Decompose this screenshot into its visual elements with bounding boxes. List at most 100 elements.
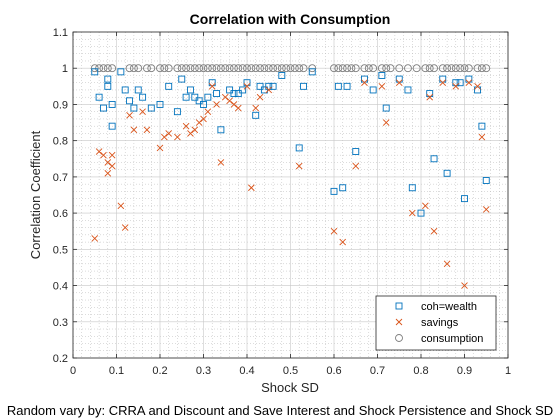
legend-label: consumption xyxy=(421,333,483,345)
legend-marker xyxy=(395,318,403,326)
data-point xyxy=(330,227,338,235)
data-point xyxy=(395,79,403,87)
data-point xyxy=(208,83,216,90)
data-point xyxy=(126,111,133,119)
data-point xyxy=(352,162,360,170)
data-point xyxy=(108,64,117,73)
data-point xyxy=(121,224,129,231)
data-point xyxy=(269,82,277,90)
data-point xyxy=(464,64,473,73)
legend-item: consumption xyxy=(395,333,483,345)
data-point xyxy=(404,86,412,94)
legend-label: coh=wealth xyxy=(421,301,477,313)
data-point xyxy=(290,64,299,73)
data-point xyxy=(461,195,468,203)
data-point xyxy=(460,64,469,73)
data-point xyxy=(108,151,116,159)
y-tick-label: 0.2 xyxy=(53,353,68,365)
data-point xyxy=(251,64,260,73)
y-tick-label: 0.5 xyxy=(53,244,68,256)
data-point xyxy=(174,133,181,141)
data-point xyxy=(190,64,199,73)
data-point xyxy=(478,122,486,130)
y-tick-label: 0.6 xyxy=(53,208,68,220)
data-point xyxy=(461,282,468,289)
series-consumption xyxy=(90,64,491,73)
data-point xyxy=(299,64,308,73)
data-point xyxy=(417,209,425,217)
data-point xyxy=(165,82,173,90)
data-point xyxy=(156,64,164,73)
data-point xyxy=(177,64,186,73)
data-point xyxy=(412,64,421,73)
data-point xyxy=(191,126,199,134)
data-point xyxy=(260,86,268,94)
data-point xyxy=(330,187,338,195)
data-point xyxy=(108,100,116,108)
data-point xyxy=(438,64,447,73)
minor-grid xyxy=(73,32,508,358)
data-point xyxy=(182,64,191,73)
data-point xyxy=(134,86,142,94)
data-point xyxy=(216,64,225,73)
data-point xyxy=(252,104,260,112)
data-point xyxy=(248,184,255,192)
data-point xyxy=(95,64,104,73)
data-point xyxy=(256,82,264,90)
data-point xyxy=(108,162,116,170)
data-point xyxy=(477,64,486,73)
data-point xyxy=(452,83,460,90)
data-point xyxy=(338,64,347,73)
data-point xyxy=(91,68,99,76)
data-point xyxy=(121,86,129,94)
axis-ticks: 0 0.1 0.2 0.3 0.4 0.5 0.6 0.7 0.8 0.9 1 0.2 0.3 0.4 0.… xyxy=(53,27,511,377)
data-point xyxy=(364,64,373,73)
data-point xyxy=(130,126,138,134)
data-point xyxy=(295,144,303,152)
x-axis-label: Shock SD xyxy=(261,380,319,395)
data-point xyxy=(134,64,143,73)
data-point xyxy=(173,108,181,116)
data-point xyxy=(473,64,482,73)
data-point xyxy=(456,64,465,73)
data-point xyxy=(330,64,338,73)
data-point xyxy=(430,155,438,163)
data-point xyxy=(377,64,386,73)
x-tick-label: 0.2 xyxy=(152,365,167,377)
data-point xyxy=(482,177,490,184)
x-tick-label: 0.6 xyxy=(326,365,341,377)
data-point xyxy=(456,79,464,87)
x-tick-label: 0 xyxy=(70,365,76,377)
data-point xyxy=(378,83,386,90)
data-point xyxy=(187,130,194,137)
data-point xyxy=(178,75,186,83)
data-point xyxy=(334,82,342,90)
x-tick-label: 1 xyxy=(505,365,511,377)
data-point xyxy=(104,159,112,166)
data-point xyxy=(243,83,251,90)
data-point xyxy=(160,64,169,73)
y-tick-label: 0.4 xyxy=(53,281,68,293)
data-point xyxy=(199,64,208,73)
data-point xyxy=(217,159,225,166)
data-point xyxy=(369,86,377,94)
data-point xyxy=(186,64,195,73)
x-tick-label: 0.1 xyxy=(109,365,124,377)
data-marks xyxy=(90,64,491,289)
data-point xyxy=(234,104,242,112)
data-point xyxy=(343,64,351,73)
data-point xyxy=(212,64,221,73)
data-point xyxy=(443,260,451,268)
data-point xyxy=(269,64,278,73)
data-point xyxy=(182,93,190,101)
data-point xyxy=(204,93,212,101)
data-point xyxy=(129,64,138,73)
legend-marker xyxy=(395,302,403,310)
data-point xyxy=(273,64,282,73)
x-tick-label: 0.8 xyxy=(413,365,428,377)
legend-label: savings xyxy=(421,317,459,329)
data-point xyxy=(465,79,473,87)
x-tick-label: 0.9 xyxy=(457,365,472,377)
data-point xyxy=(382,64,391,73)
data-point xyxy=(339,238,347,246)
